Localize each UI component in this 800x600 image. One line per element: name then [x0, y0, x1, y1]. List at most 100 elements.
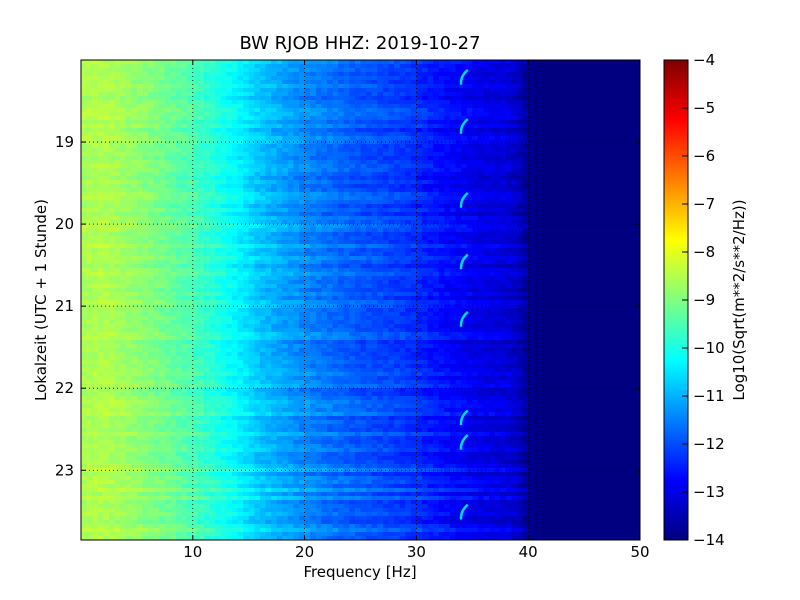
heatmap-cell — [472, 96, 479, 101]
heatmap-cell — [466, 244, 473, 249]
heatmap-cell — [572, 124, 580, 129]
heatmap-cell — [321, 156, 328, 161]
heatmap-cell — [505, 100, 513, 105]
heatmap-cell — [550, 168, 557, 173]
heatmap-cell — [466, 144, 473, 149]
heatmap-cell — [265, 244, 272, 249]
heatmap-cell — [315, 252, 322, 257]
heatmap-cell — [170, 256, 177, 261]
heatmap-cell — [220, 236, 227, 241]
heatmap-cell — [304, 208, 311, 213]
heatmap-cell — [461, 152, 468, 157]
heatmap-cell — [556, 160, 563, 165]
heatmap-cell — [360, 240, 367, 245]
heatmap-cell — [125, 112, 132, 117]
heatmap-cell — [209, 232, 216, 237]
heatmap-cell — [231, 240, 239, 245]
heatmap-cell — [612, 80, 619, 85]
heatmap-cell — [131, 168, 138, 173]
heatmap-cell — [310, 108, 317, 113]
heatmap-cell — [466, 176, 473, 181]
heatmap-cell — [259, 224, 267, 229]
heatmap-cell — [572, 188, 580, 193]
heatmap-cell — [489, 240, 496, 245]
heatmap-cell — [304, 80, 311, 85]
heatmap-cell — [427, 248, 434, 253]
heatmap-cell — [148, 92, 155, 97]
heatmap-cell — [438, 232, 445, 237]
heatmap-cell — [259, 140, 267, 145]
heatmap-cell — [326, 232, 334, 237]
heatmap-cell — [539, 220, 546, 225]
heatmap-cell — [209, 72, 216, 77]
heatmap-cell — [589, 168, 596, 173]
heatmap-cell — [326, 104, 334, 109]
heatmap-cell — [405, 228, 412, 233]
heatmap-cell — [265, 144, 272, 149]
heatmap-cell — [410, 252, 417, 257]
heatmap-cell — [634, 100, 640, 105]
heatmap-cell — [170, 180, 177, 185]
heatmap-cell — [483, 220, 490, 225]
heatmap-cell — [349, 216, 356, 221]
heatmap-cell — [338, 248, 345, 253]
heatmap-cell — [192, 180, 199, 185]
heatmap-cell — [477, 192, 485, 197]
heatmap-cell — [533, 96, 540, 101]
heatmap-cell — [494, 188, 501, 193]
heatmap-cell — [92, 124, 99, 129]
heatmap-cell — [243, 76, 250, 81]
heatmap-cell — [612, 140, 619, 145]
heatmap-cell — [148, 160, 155, 165]
heatmap-cell — [209, 256, 216, 261]
heatmap-cell — [159, 232, 166, 237]
heatmap-cell — [176, 172, 183, 177]
heatmap-cell — [215, 240, 222, 245]
heatmap-cell — [215, 228, 222, 233]
heatmap-cell — [209, 240, 216, 245]
heatmap-cell — [477, 232, 485, 237]
heatmap-cell — [304, 224, 311, 229]
heatmap-cell — [170, 132, 177, 137]
heatmap-cell — [349, 132, 356, 137]
heatmap-cell — [142, 200, 149, 205]
heatmap-cell — [528, 176, 535, 181]
heatmap-cell — [377, 172, 384, 177]
heatmap-cell — [332, 156, 339, 161]
heatmap-cell — [371, 96, 378, 101]
heatmap-cell — [477, 120, 485, 125]
heatmap-cell — [226, 108, 233, 113]
heatmap-cell — [120, 100, 127, 105]
heatmap-cell — [142, 232, 149, 237]
heatmap-cell — [461, 88, 468, 93]
heatmap-cell — [187, 132, 194, 137]
heatmap-cell — [517, 144, 524, 149]
heatmap-cell — [170, 168, 177, 173]
heatmap-cell — [248, 80, 255, 85]
heatmap-cell — [556, 60, 563, 65]
heatmap-cell — [114, 132, 121, 137]
heatmap-cell — [539, 92, 546, 97]
heatmap-cell — [192, 120, 199, 125]
heatmap-cell — [114, 152, 121, 157]
heatmap-cell — [159, 60, 166, 65]
heatmap-cell — [192, 204, 199, 209]
heatmap-cell — [572, 152, 580, 157]
heatmap-cell — [360, 80, 367, 85]
heatmap-cell — [444, 196, 451, 201]
heatmap-cell — [371, 60, 378, 65]
heatmap-cell — [326, 252, 334, 257]
heatmap-cell — [254, 112, 261, 117]
heatmap-cell — [349, 60, 356, 65]
heatmap-cell — [600, 84, 608, 89]
heatmap-cell — [192, 76, 199, 81]
heatmap-cell — [584, 72, 591, 77]
heatmap-cell — [92, 184, 99, 189]
heatmap-cell — [561, 164, 568, 169]
heatmap-cell — [181, 140, 188, 145]
heatmap-cell — [159, 96, 166, 101]
heatmap-cell — [209, 92, 216, 97]
heatmap-cell — [159, 116, 166, 121]
heatmap-cell — [612, 240, 619, 245]
heatmap-cell — [366, 176, 373, 181]
